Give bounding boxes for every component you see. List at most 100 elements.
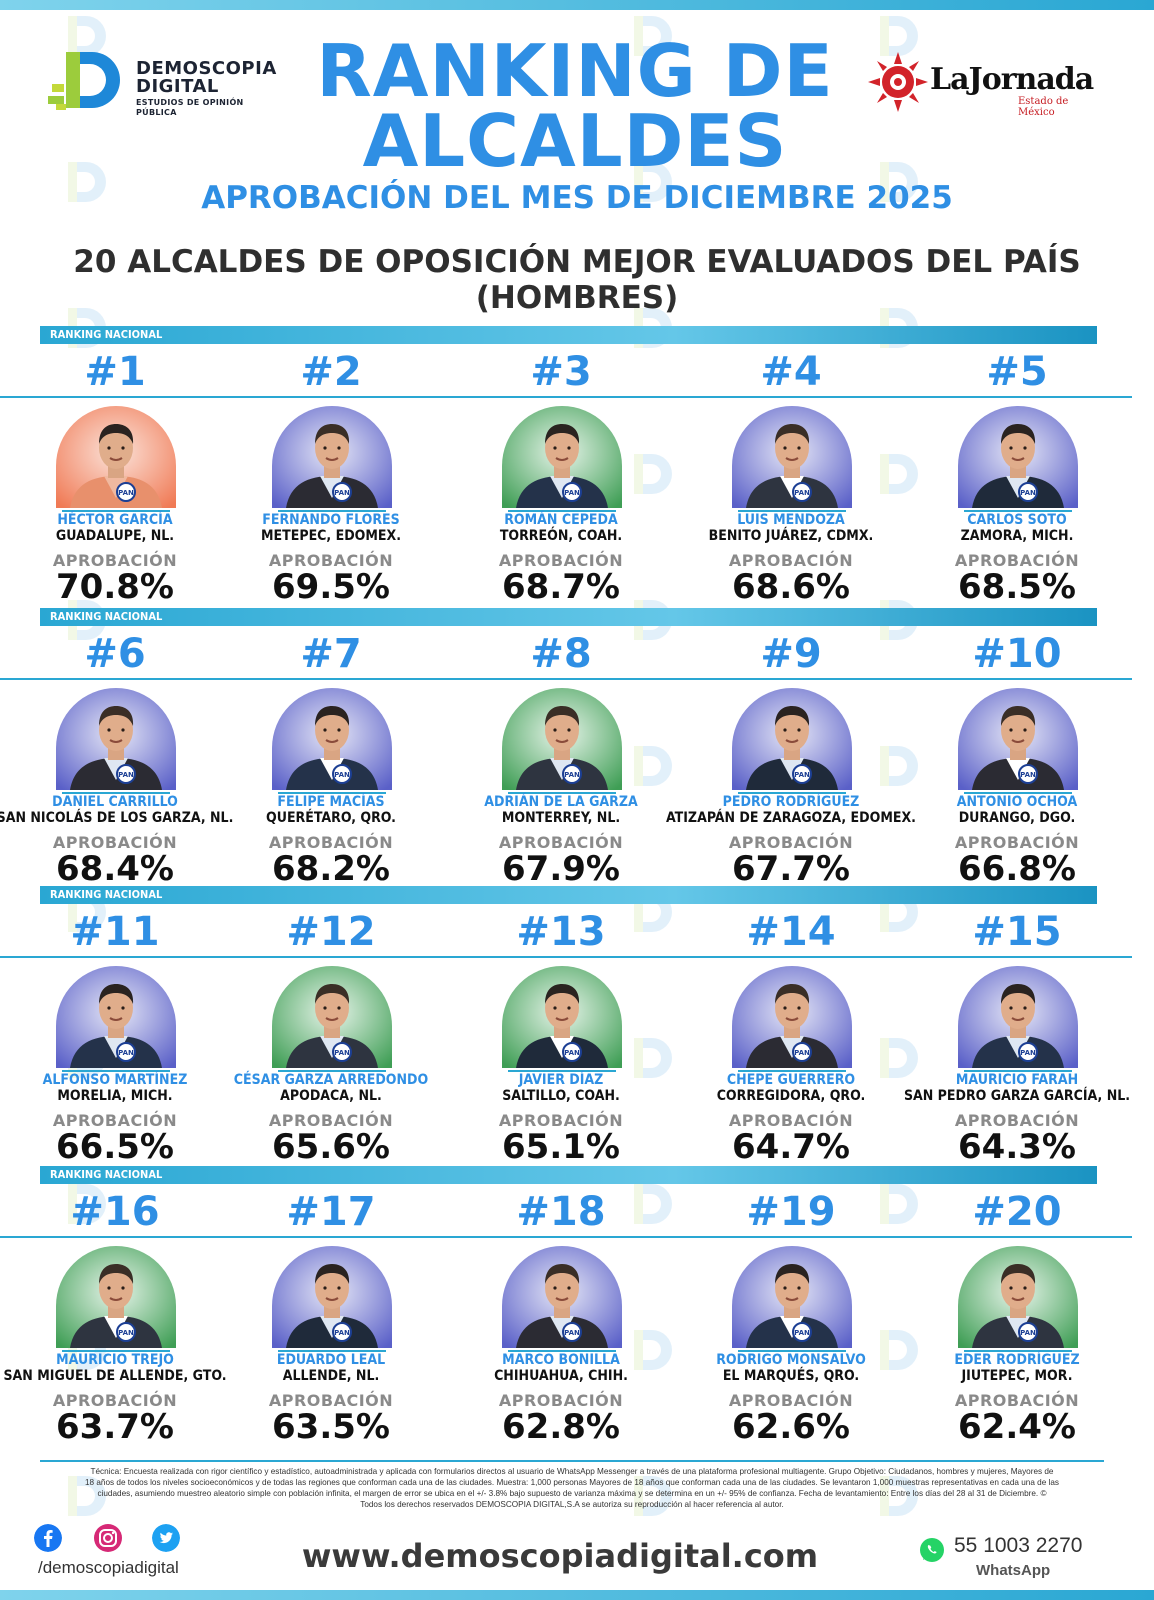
photo-divider [508,1350,616,1352]
rank-number: #3 [530,349,592,395]
svg-text:PAN: PAN [1020,771,1036,779]
photo-divider [964,1350,1072,1352]
mayor-card: #20 PAN EDER RODRÍGUEZ JIUTEPEC, MOR. APROBA… [902,1184,1132,1446]
mayor-city: SALTILLO, COAH. [502,1088,620,1104]
photo-divider [964,792,1072,794]
approval-label: APROBACIÓN [268,551,394,570]
svg-text:PAN: PAN [334,1049,350,1057]
portrait-illustration: PAN [56,966,176,1068]
mayor-card: #15 PAN MAURICIO FARAH SAN PEDRO GARZA GARC… [902,904,1132,1166]
approval-value: 62.8% [502,1407,620,1447]
photo-divider [508,792,616,794]
demoscopia-logo: DEMOSCOPIA DIGITAL ESTUDIOS DE OPINIÓN P… [48,48,278,117]
instagram-icon[interactable] [94,1524,122,1552]
mayor-city: QUERÉTARO, QRO. [266,810,396,826]
ranking-band-label: RANKING NACIONAL [50,1168,163,1181]
mayor-card: #9 PAN PEDRO RODRÍGUEZ ATIZAPÁN DE ZARAGOZA… [666,626,916,889]
mayor-name: PEDRO RODRÍGUEZ [722,794,860,810]
approval-value: 66.5% [56,1127,174,1167]
whatsapp-label: WhatsApp [976,1562,1051,1579]
mayor-photo: PAN [272,406,392,508]
mayor-photo: PAN [732,406,852,508]
mayor-name: DANIEL CARRILLO [52,794,178,810]
mayor-name: EDUARDO LEAL [276,1352,386,1368]
methodology-line3: ciudades, asumiendo muestreo aleatorio s… [97,1489,1047,1498]
mayor-city: SAN MIGUEL DE ALLENDE, GTO. [3,1368,227,1384]
mayor-card: #8 PAN ADRIÁN DE LA GARZA MONTERREY, NL. APR… [446,626,676,888]
twitter-icon[interactable] [152,1524,180,1552]
rank-number: #12 [286,909,376,955]
photo-divider [62,1070,170,1072]
approval-value: 68.7% [502,567,620,607]
portrait-illustration: PAN [272,966,392,1068]
rank-number: #2 [300,349,362,395]
mayor-name: ROMÁN CEPEDA [504,512,618,528]
rank-divider [446,956,676,958]
rank-number: #6 [84,631,146,677]
mayor-city: BENITO JUÁREZ, CDMX. [708,528,874,544]
rank-divider [446,1236,676,1238]
mayor-photo: PAN [272,966,392,1068]
approval-label: APROBACIÓN [268,833,394,852]
portrait-illustration: PAN [732,966,852,1068]
rank-divider [676,956,906,958]
portrait-illustration: PAN [502,1246,622,1348]
ranking-band-label: RANKING NACIONAL [50,328,163,341]
mayor-city: ZAMORA, MICH. [960,528,1074,544]
portrait-illustration: PAN [56,406,176,508]
portrait-illustration: PAN [958,406,1078,508]
rank-number: #4 [760,349,822,395]
portrait-illustration: PAN [502,688,622,790]
approval-label: APROBACIÓN [954,551,1080,570]
mayor-city: ATIZAPÁN DE ZARAGOZA, EDOMEX. [666,810,916,826]
mayor-photo: PAN [958,1246,1078,1348]
mayor-card: #13 PAN JAVIER DÍAZ SALTILLO, COAH. APROBACI… [446,904,676,1166]
portrait-illustration: PAN [732,688,852,790]
la-jornada-logo: LaJornada Estado de México [868,52,1098,118]
mayor-photo: PAN [272,688,392,790]
mayor-city: JIUTEPEC, MOR. [961,1368,1073,1384]
mayor-card: #17 PAN EDUARDO LEAL ALLENDE, NL. APROBACIÓN… [216,1184,446,1446]
approval-value: 68.2% [272,849,390,889]
page-title: RANKING DE ALCALDES [290,35,860,177]
rank-divider [676,396,906,398]
methodology-line1: Técnica: Encuesta realizada con rigor ci… [90,1467,1054,1476]
rank-divider [676,1236,906,1238]
whatsapp-contact[interactable]: 55 1003 2270 WhatsApp [918,1534,1108,1584]
svg-text:PAN: PAN [564,771,580,779]
mayor-card: #6 PAN DANIEL CARRILLO SAN NICOLÁS DE LOS G… [0,626,233,888]
rank-number: #19 [746,1189,836,1235]
mayor-city: EL MARQUÉS, QRO. [722,1368,860,1384]
svg-text:PAN: PAN [794,771,810,779]
website-link[interactable]: www.demoscopiadigital.com [301,1537,819,1575]
portrait-illustration: PAN [272,688,392,790]
demoscopia-mark-icon [48,52,120,110]
rank-number: #10 [972,631,1062,677]
mayor-name: ALFONSO MARTÍNEZ [42,1072,188,1088]
mayor-name: EDER RODRÍGUEZ [954,1352,1080,1368]
watermark [60,160,110,208]
facebook-icon[interactable] [34,1524,62,1552]
approval-value: 65.6% [272,1127,390,1167]
mayor-card: #18 PAN MARCO BONILLA CHIHUAHUA, CHIH. APROB… [446,1184,676,1446]
approval-label: APROBACIÓN [52,833,178,852]
approval-value: 69.5% [272,567,390,607]
bottom-accent-bar [0,1590,1154,1600]
mayor-city: CORREGIDORA, QRO. [716,1088,866,1104]
mayor-name: LUIS MENDOZA [737,512,845,528]
approval-value: 62.4% [958,1407,1076,1447]
approval-value: 67.7% [732,849,850,889]
mayor-city: MONTERREY, NL. [501,810,621,826]
brand-sub: ESTUDIOS DE OPINIÓN PÚBLICA [136,98,244,117]
portrait-illustration: PAN [958,688,1078,790]
rank-divider [446,396,676,398]
svg-text:PAN: PAN [564,1049,580,1057]
approval-label: APROBACIÓN [728,551,854,570]
photo-divider [738,1350,846,1352]
mayor-photo: PAN [56,966,176,1068]
mayor-card: #10 PAN ANTONIO OCHOA DURANGO, DGO. APROBACI… [902,626,1132,888]
social-handle[interactable]: /demoscopiadigital [38,1558,179,1577]
rank-divider [676,678,906,680]
approval-value: 63.7% [56,1407,174,1447]
photo-divider [738,792,846,794]
